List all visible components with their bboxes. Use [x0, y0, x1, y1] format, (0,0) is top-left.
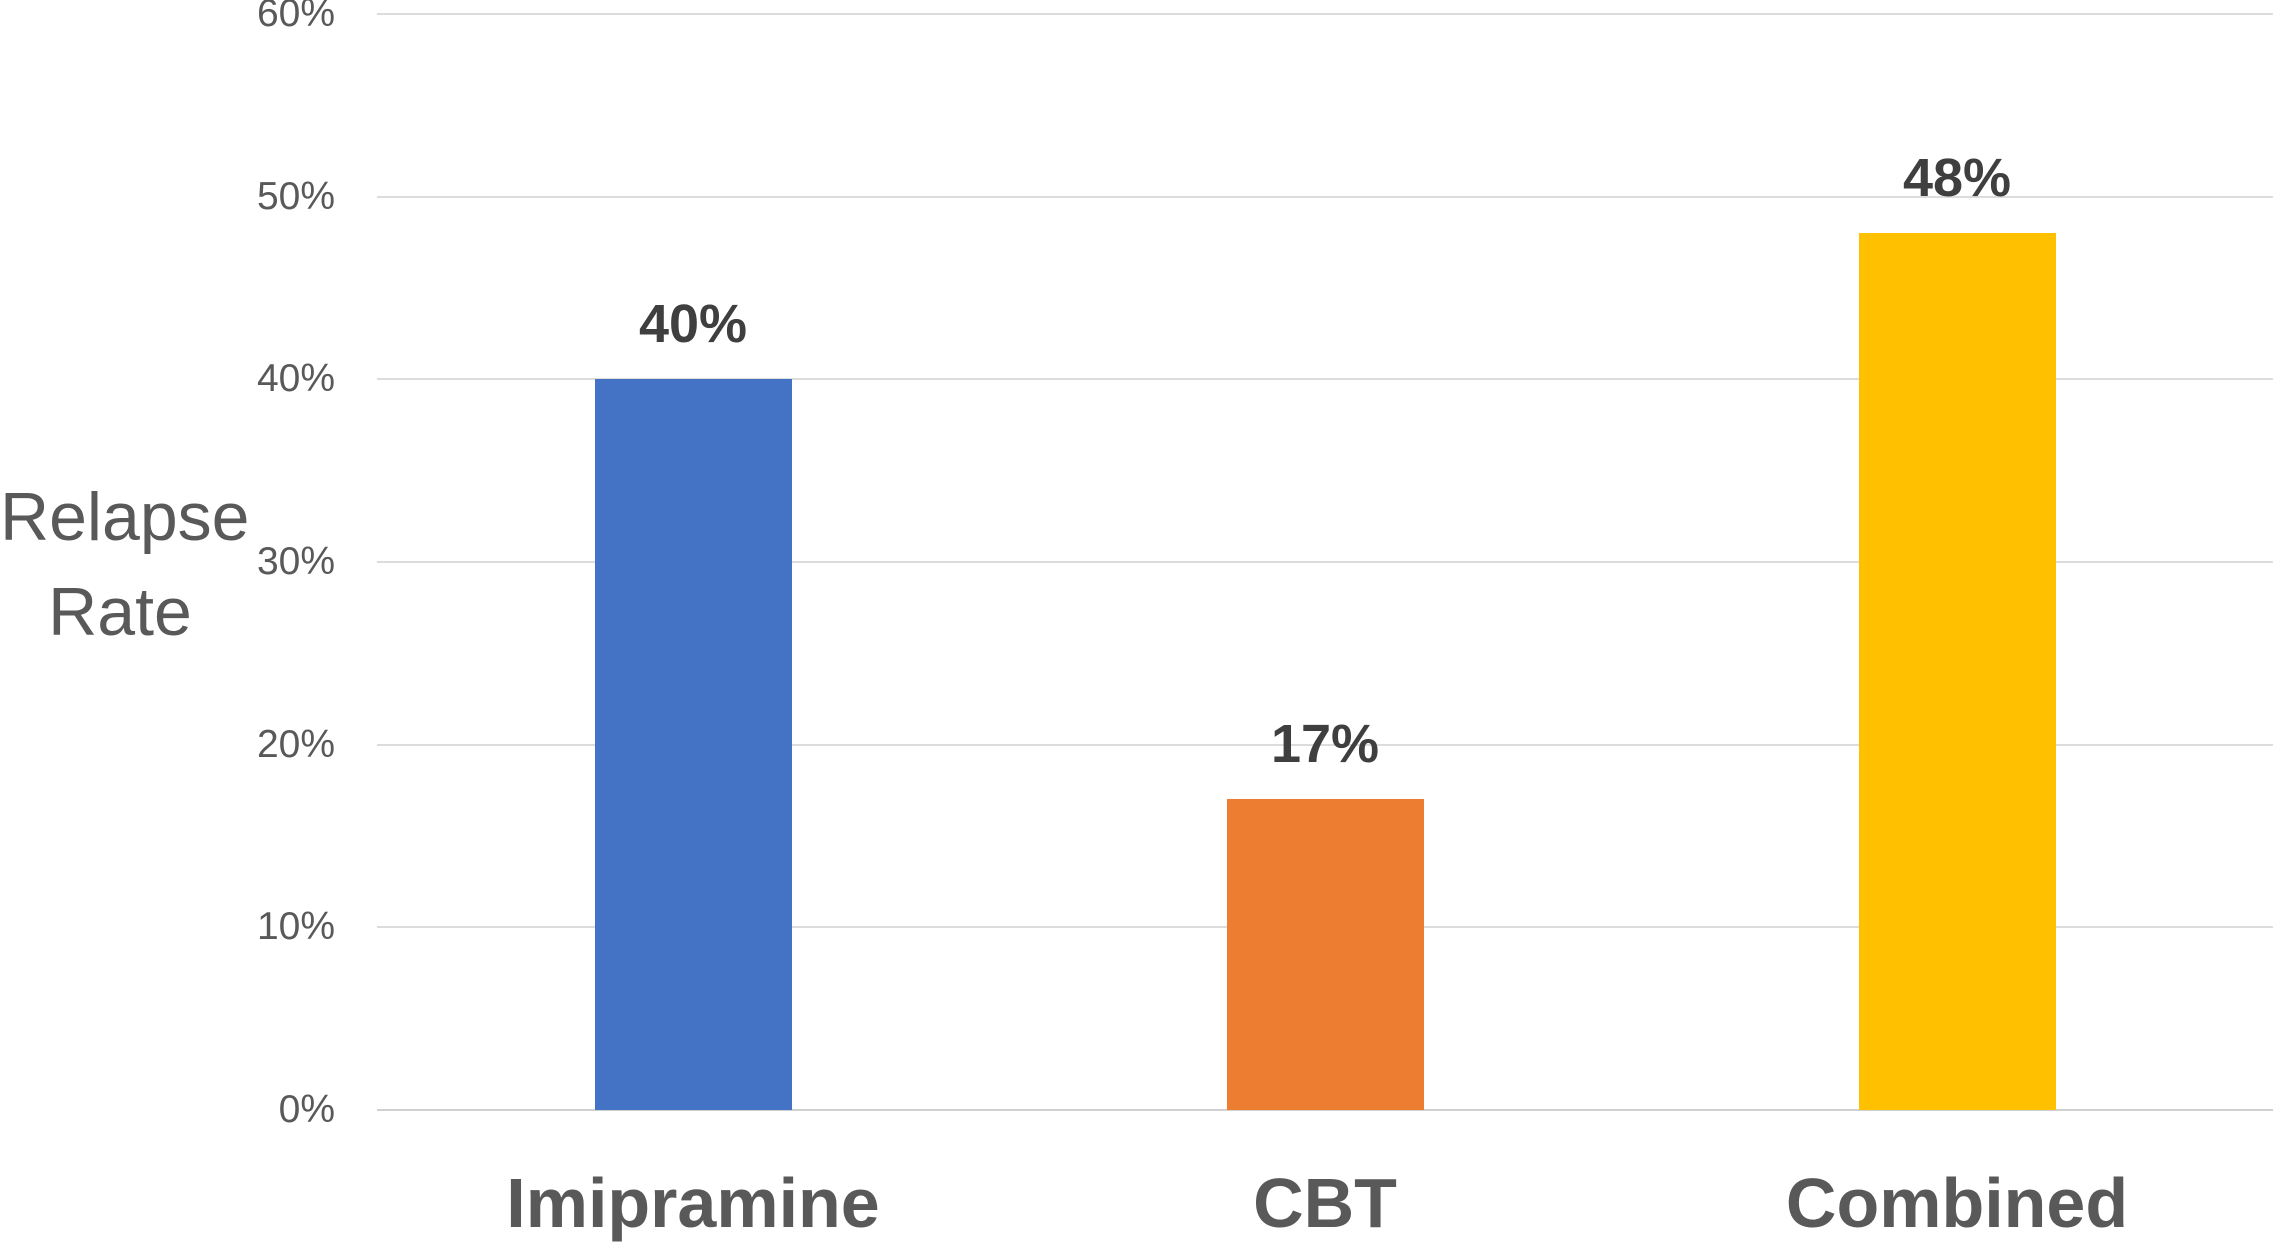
gridline-40%: [377, 378, 2273, 381]
bar-imipramine: [594, 379, 792, 1110]
y-tick-label-30%: 30%: [256, 540, 335, 583]
gridline-20%: [377, 743, 2273, 746]
y-tick-label-50%: 50%: [256, 174, 335, 218]
bar-value-label-cbt: 17%: [1270, 714, 1380, 775]
gridline-30%: [377, 561, 2273, 563]
y-tick-label-60%: 60%: [256, 0, 335, 35]
bar-value-label-imipramine: 40%: [638, 294, 748, 355]
gridline-50%: [377, 195, 2273, 198]
y-axis-title: Relapse Rate: [0, 470, 250, 660]
x-axis-label-imipramine: Imipramine: [506, 1164, 880, 1242]
bar-combined: [1858, 233, 2056, 1110]
x-axis-label-combined: Combined: [1785, 1164, 2129, 1242]
y-axis-title-line-1: Relapse: [0, 479, 250, 555]
y-axis-title-line-2: Rate: [48, 574, 192, 650]
bar-cbt: [1226, 799, 1424, 1110]
gridline-60%: [377, 13, 2273, 15]
y-tick-label-0%: 0%: [278, 1088, 335, 1131]
bar-value-label-combined: 48%: [1902, 148, 2012, 209]
y-tick-label-20%: 20%: [256, 722, 335, 766]
y-tick-label-10%: 10%: [256, 905, 335, 949]
x-axis-label-cbt: CBT: [1253, 1164, 1397, 1242]
gridline-0%: [377, 1109, 2273, 1111]
y-tick-label-40%: 40%: [256, 357, 335, 401]
